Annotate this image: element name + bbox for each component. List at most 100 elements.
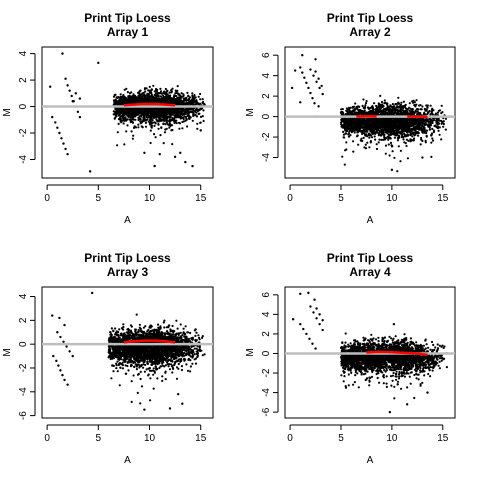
data-point — [150, 91, 153, 95]
data-point — [157, 119, 160, 122]
data-point — [388, 154, 391, 157]
panel-array-1: Print Tip Loess Array 1 A M 0 5 10 15-4-202… — [2, 11, 214, 226]
data-point — [373, 135, 376, 138]
data-point — [424, 108, 427, 111]
x-tick-label: 10 — [386, 193, 398, 204]
data-point — [381, 126, 384, 129]
data-point — [119, 112, 122, 115]
data-point — [384, 101, 387, 104]
data-point — [389, 141, 393, 144]
outlier-point — [51, 115, 54, 119]
data-point — [140, 110, 143, 113]
data-point — [364, 143, 367, 146]
x-tick-label: 0 — [287, 193, 293, 204]
data-point — [155, 118, 158, 121]
data-point — [379, 107, 382, 110]
data-point — [352, 150, 355, 153]
data-point — [429, 124, 432, 127]
data-point — [173, 110, 176, 113]
data-point — [123, 96, 126, 99]
data-point — [364, 147, 368, 150]
data-point — [136, 101, 139, 104]
data-point — [176, 110, 179, 113]
data-point — [180, 92, 183, 95]
x-tick-label: 10 — [144, 193, 156, 204]
x-axis-label: A — [367, 215, 374, 226]
data-point — [402, 138, 405, 141]
data-point — [430, 155, 433, 158]
data-point — [344, 132, 347, 135]
point-cloud — [112, 84, 206, 147]
data-point — [409, 107, 412, 110]
data-point — [196, 122, 199, 125]
data-point — [431, 112, 434, 115]
data-point — [129, 118, 132, 121]
data-point — [163, 90, 166, 93]
data-point — [178, 127, 181, 130]
data-point — [168, 123, 171, 126]
data-point — [195, 107, 198, 111]
data-point — [346, 124, 349, 127]
data-point — [119, 98, 122, 101]
data-point — [372, 130, 375, 134]
data-point — [365, 122, 368, 125]
data-point — [404, 142, 407, 145]
y-tick-label: 0 — [261, 113, 272, 119]
data-point — [142, 109, 145, 112]
data-layer — [285, 53, 455, 173]
outlier-point — [74, 92, 77, 95]
data-point — [429, 113, 432, 116]
data-point — [409, 130, 412, 133]
data-point — [147, 96, 150, 99]
data-point — [130, 95, 133, 98]
data-point — [173, 116, 176, 120]
data-point — [148, 85, 151, 88]
data-point — [430, 108, 434, 111]
data-point — [184, 98, 188, 101]
data-point — [369, 130, 372, 133]
data-point — [426, 104, 429, 107]
data-point — [175, 90, 178, 93]
data-point — [197, 102, 200, 105]
data-point — [150, 124, 153, 127]
data-point — [131, 116, 134, 119]
data-point — [398, 135, 401, 138]
data-point — [345, 148, 348, 151]
data-point — [160, 126, 163, 129]
data-point — [441, 120, 444, 123]
data-point — [380, 124, 383, 127]
data-point — [406, 108, 409, 111]
data-point — [436, 123, 439, 126]
data-point — [429, 104, 432, 107]
data-point — [430, 110, 433, 113]
data-point — [153, 93, 156, 97]
data-point — [165, 109, 168, 112]
data-point — [405, 144, 408, 148]
data-point — [187, 94, 190, 97]
data-point — [199, 121, 202, 124]
data-point — [118, 108, 121, 111]
data-point — [125, 130, 128, 133]
data-point — [143, 87, 147, 90]
data-point — [132, 134, 135, 137]
data-point — [153, 133, 156, 136]
data-point — [195, 111, 198, 114]
data-point — [145, 98, 148, 101]
data-point — [121, 114, 124, 118]
data-point — [431, 127, 434, 130]
data-point — [384, 144, 388, 147]
data-point — [137, 126, 140, 129]
data-point — [178, 121, 181, 124]
data-point — [360, 137, 363, 140]
data-point — [409, 133, 412, 137]
data-point — [406, 119, 409, 122]
data-point — [387, 138, 390, 141]
data-point — [112, 99, 116, 102]
data-point — [144, 90, 147, 93]
data-point — [194, 96, 197, 99]
data-point — [181, 116, 184, 119]
data-point — [126, 91, 129, 94]
data-point — [345, 141, 348, 144]
data-point — [168, 91, 171, 94]
data-point — [171, 116, 174, 119]
